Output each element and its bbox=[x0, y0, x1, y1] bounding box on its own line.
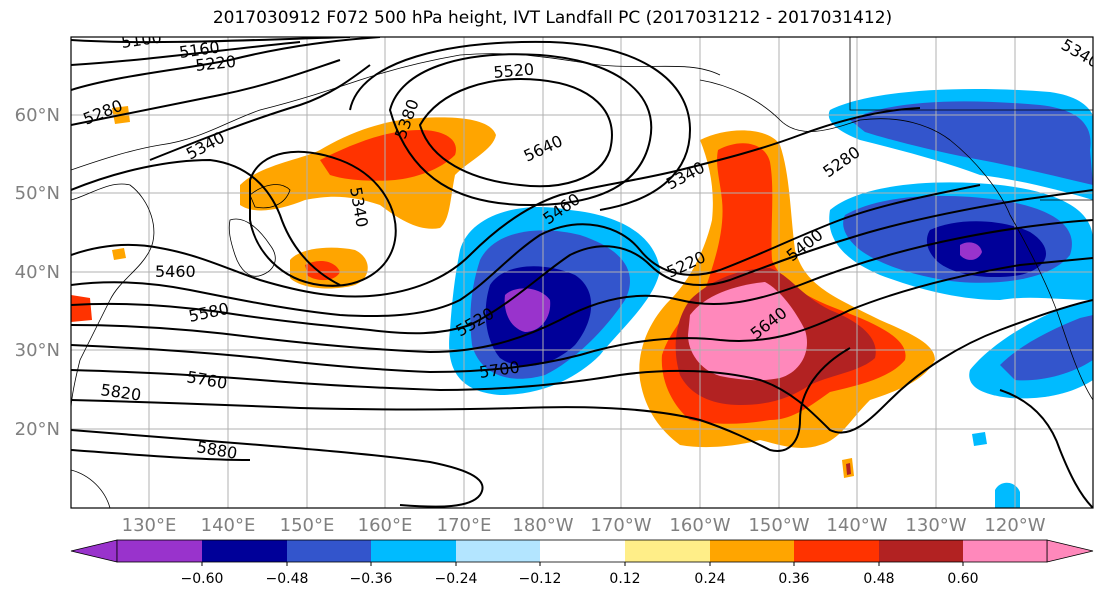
colorbar-tick-label: −0.12 bbox=[519, 571, 562, 587]
colorbar-segment bbox=[963, 540, 1047, 562]
map-title: 2017030912 F072 500 hPa height, IVT Land… bbox=[212, 8, 893, 28]
map-gridlines bbox=[71, 37, 1093, 508]
colorbar-tick-label: 0.36 bbox=[778, 571, 809, 587]
colorbar-left-extension bbox=[70, 539, 118, 563]
contour-label: 5520 bbox=[493, 60, 535, 82]
lon-label: 170°E bbox=[437, 515, 492, 536]
lon-label: 150°E bbox=[280, 515, 335, 536]
colorbar-right-extension bbox=[1046, 539, 1094, 563]
contour-label: 5220 bbox=[194, 52, 236, 75]
colorbar-tick-label: 0.24 bbox=[694, 571, 725, 587]
colorbar-tick-label: 0.12 bbox=[609, 571, 640, 587]
map-content: 5100 5160 5220 5280 5340 5380 5520 5640 … bbox=[71, 37, 1093, 508]
lon-label: 140°E bbox=[201, 515, 256, 536]
colorbar-ticks bbox=[201, 562, 964, 566]
colorbar-tick-label: −0.24 bbox=[435, 571, 478, 587]
lon-label: 160°E bbox=[358, 515, 413, 536]
colorbar-tick-label: 0.48 bbox=[863, 571, 894, 587]
lon-label: 130°W bbox=[905, 515, 966, 536]
lon-label: 180°W bbox=[512, 515, 573, 536]
colorbar: −0.60 −0.48 −0.36 −0.24 −0.12 0.12 0.24 … bbox=[70, 539, 1094, 587]
colorbar-segment bbox=[117, 540, 202, 562]
lon-label: 160°W bbox=[669, 515, 730, 536]
colorbar-tick-label: −0.36 bbox=[350, 571, 393, 587]
colorbar-tick-label: −0.60 bbox=[181, 571, 224, 587]
coastlines bbox=[71, 37, 1093, 508]
latitude-labels: 60°N 50°N 40°N 30°N 20°N bbox=[15, 105, 60, 440]
colorbar-outline bbox=[116, 539, 1048, 563]
colorbar-segment bbox=[456, 540, 540, 562]
colorbar-segment bbox=[371, 540, 456, 562]
contour-label: 5460 bbox=[155, 262, 196, 281]
colorbar-segment bbox=[202, 540, 287, 562]
lon-label: 120°W bbox=[984, 515, 1045, 536]
lat-label: 60°N bbox=[15, 105, 60, 126]
lon-label: 150°W bbox=[748, 515, 809, 536]
map-frame bbox=[70, 36, 1094, 509]
lon-label: 170°W bbox=[590, 515, 651, 536]
lon-label: 140°W bbox=[826, 515, 887, 536]
colorbar-tick-label: −0.48 bbox=[266, 571, 309, 587]
colorbar-segment bbox=[287, 540, 371, 562]
colorbar-segment bbox=[710, 540, 794, 562]
lat-label: 20°N bbox=[15, 419, 60, 440]
height-contours bbox=[71, 37, 1093, 508]
colorbar-segment bbox=[794, 540, 879, 562]
longitude-labels: 130°E 140°E 150°E 160°E 170°E 180°W 170°… bbox=[122, 515, 1046, 536]
colorbar-segment bbox=[879, 540, 963, 562]
colorbar-tick-label: 0.60 bbox=[947, 571, 978, 587]
lat-label: 30°N bbox=[15, 340, 60, 361]
lat-label: 40°N bbox=[15, 262, 60, 283]
lon-label: 130°E bbox=[122, 515, 177, 536]
colorbar-segment bbox=[540, 540, 625, 562]
lat-label: 50°N bbox=[15, 183, 60, 204]
colorbar-segment bbox=[625, 540, 710, 562]
